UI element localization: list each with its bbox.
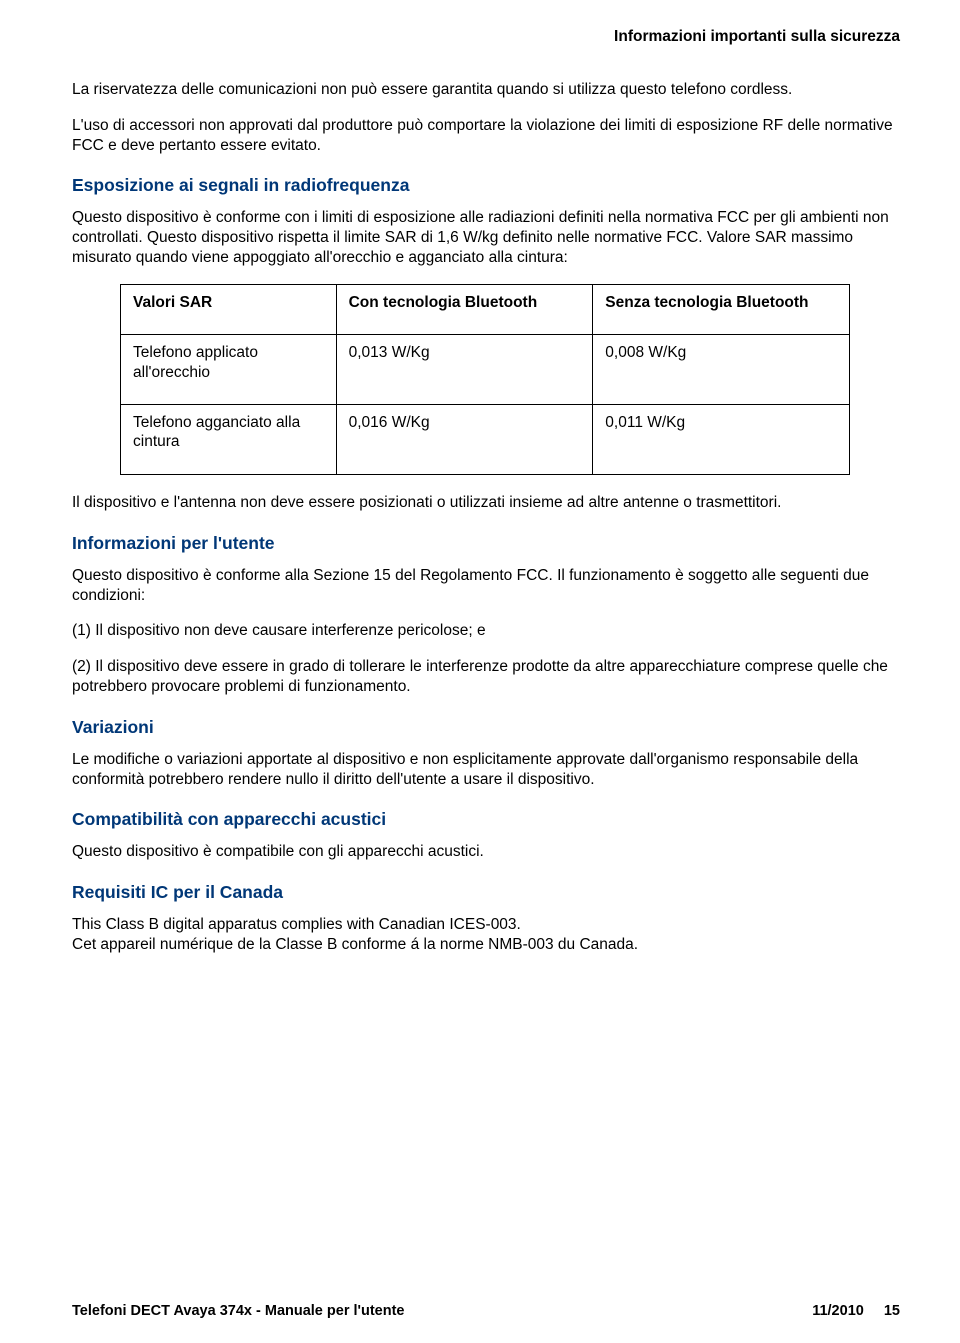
heading-variations: Variazioni [72, 717, 900, 738]
paragraph-rf-1: Questo dispositivo è conforme con i limi… [72, 208, 900, 267]
table-cell: 0,011 W/Kg [593, 405, 850, 475]
table-cell: 0,016 W/Kg [336, 405, 593, 475]
paragraph-user-3: (2) Il dispositivo deve essere in grado … [72, 657, 900, 697]
paragraph-rf-2: Il dispositivo e l'antenna non deve esse… [72, 493, 900, 513]
footer-page-number: 15 [884, 1303, 900, 1319]
paragraph-intro-1: La riservatezza delle comunicazioni non … [72, 80, 900, 100]
table-header-row: Valori SAR Con tecnologia Bluetooth Senz… [121, 284, 850, 334]
heading-rf-exposure: Esposizione ai segnali in radiofrequenza [72, 175, 900, 196]
paragraph-intro-2: L'uso di accessori non approvati dal pro… [72, 116, 900, 156]
document-page: Informazioni importanti sulla sicurezza … [0, 0, 960, 1343]
table-row: Telefono applicato all'orecchio 0,013 W/… [121, 335, 850, 405]
paragraph-canada-2: Cet appareil numérique de la Classe B co… [72, 935, 900, 955]
paragraph-hearing-aid: Questo dispositivo è compatibile con gli… [72, 842, 900, 862]
heading-canada-ic: Requisiti IC per il Canada [72, 882, 900, 903]
table-row: Telefono agganciato alla cintura 0,016 W… [121, 405, 850, 475]
page-footer: Telefoni DECT Avaya 374x - Manuale per l… [72, 1303, 900, 1319]
paragraph-variations: Le modifiche o variazioni apportate al d… [72, 750, 900, 790]
paragraph-user-1: Questo dispositivo è conforme alla Sezio… [72, 566, 900, 606]
table-cell: 0,013 W/Kg [336, 335, 593, 405]
sar-values-table: Valori SAR Con tecnologia Bluetooth Senz… [120, 284, 850, 475]
heading-hearing-aid: Compatibilità con apparecchi acustici [72, 809, 900, 830]
footer-date: 11/2010 [812, 1303, 864, 1319]
header-cell-without-bt: Senza tecnologia Bluetooth [593, 284, 850, 334]
header-cell-with-bt: Con tecnologia Bluetooth [336, 284, 593, 334]
table-cell: Telefono applicato all'orecchio [121, 335, 337, 405]
table-cell: Telefono agganciato alla cintura [121, 405, 337, 475]
header-cell-sar: Valori SAR [121, 284, 337, 334]
paragraph-canada-1: This Class B digital apparatus complies … [72, 915, 900, 935]
running-header: Informazioni importanti sulla sicurezza [72, 28, 900, 46]
table-cell: 0,008 W/Kg [593, 335, 850, 405]
footer-doc-title: Telefoni DECT Avaya 374x - Manuale per l… [72, 1303, 404, 1319]
paragraph-user-2: (1) Il dispositivo non deve causare inte… [72, 621, 900, 641]
heading-user-info: Informazioni per l'utente [72, 533, 900, 554]
